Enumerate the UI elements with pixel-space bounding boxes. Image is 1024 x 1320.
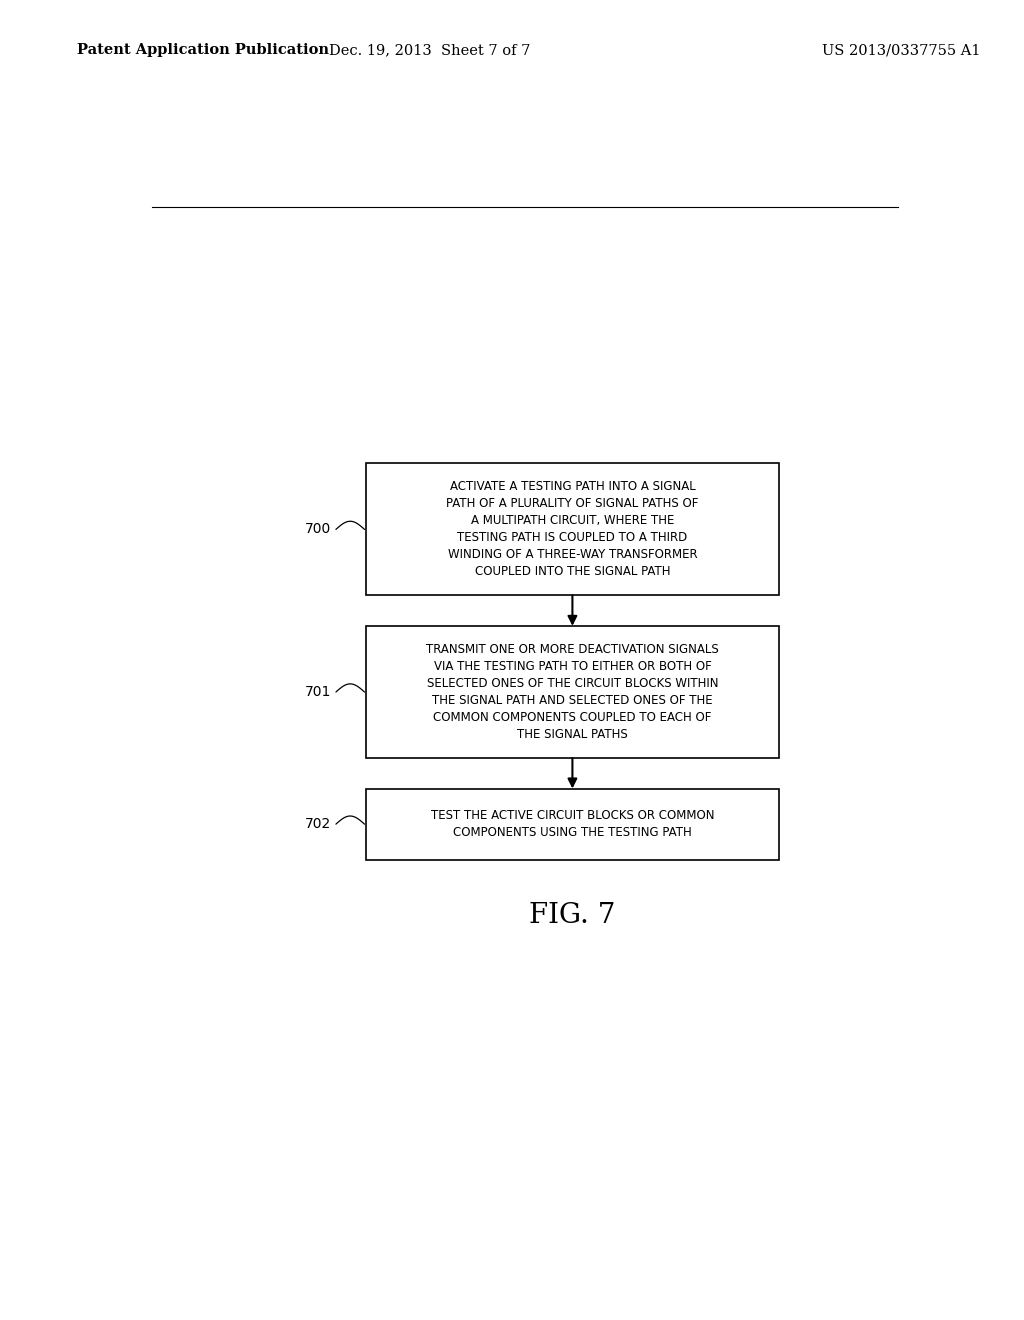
Text: 701: 701 bbox=[305, 685, 332, 700]
Bar bbox=[367, 626, 778, 758]
Text: US 2013/0337755 A1: US 2013/0337755 A1 bbox=[822, 44, 980, 57]
Text: TEST THE ACTIVE CIRCUIT BLOCKS OR COMMON
COMPONENTS USING THE TESTING PATH: TEST THE ACTIVE CIRCUIT BLOCKS OR COMMON… bbox=[431, 809, 714, 840]
Text: FIG. 7: FIG. 7 bbox=[529, 902, 615, 929]
Text: Dec. 19, 2013  Sheet 7 of 7: Dec. 19, 2013 Sheet 7 of 7 bbox=[330, 44, 530, 57]
Bar bbox=[367, 788, 778, 859]
Text: 702: 702 bbox=[305, 817, 332, 832]
Text: ACTIVATE A TESTING PATH INTO A SIGNAL
PATH OF A PLURALITY OF SIGNAL PATHS OF
A M: ACTIVATE A TESTING PATH INTO A SIGNAL PA… bbox=[446, 480, 698, 578]
Text: 700: 700 bbox=[305, 523, 332, 536]
Text: TRANSMIT ONE OR MORE DEACTIVATION SIGNALS
VIA THE TESTING PATH TO EITHER OR BOTH: TRANSMIT ONE OR MORE DEACTIVATION SIGNAL… bbox=[426, 643, 719, 741]
Text: Patent Application Publication: Patent Application Publication bbox=[77, 44, 329, 57]
Bar bbox=[367, 463, 778, 595]
